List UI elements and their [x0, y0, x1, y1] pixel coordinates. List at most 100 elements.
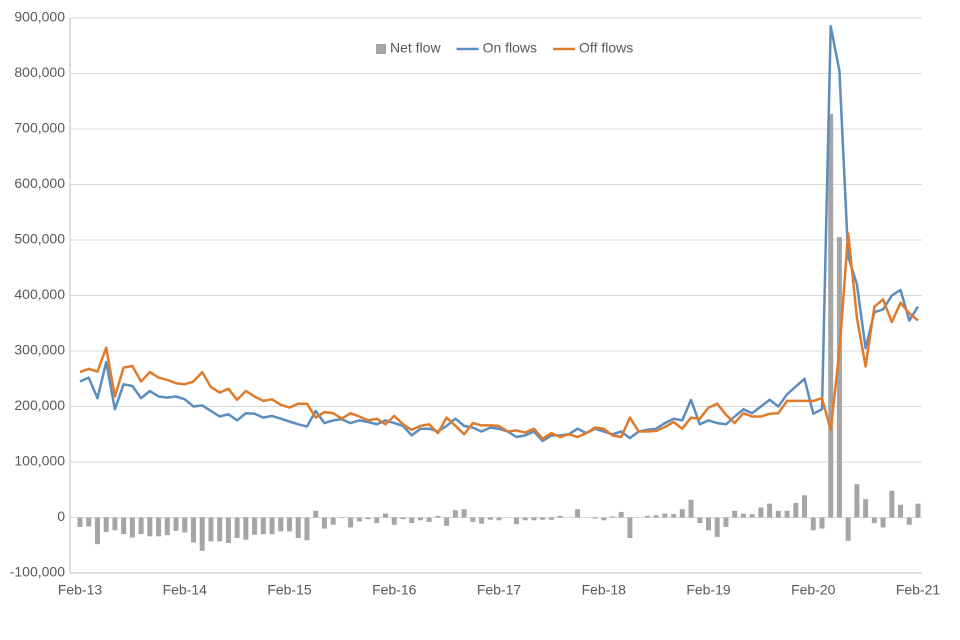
bar: [225, 517, 231, 544]
bar: [400, 517, 406, 520]
bar: [863, 499, 869, 518]
bar: [339, 517, 345, 519]
bar: [208, 517, 214, 542]
bar: [723, 517, 729, 527]
bar: [156, 517, 162, 537]
bar: [138, 517, 144, 535]
bar: [164, 517, 170, 536]
bar: [452, 510, 458, 518]
bar: [784, 510, 790, 518]
bar: [758, 507, 764, 518]
bar: [496, 517, 502, 521]
bar: [374, 517, 380, 524]
x-tick-label: Feb-20: [791, 582, 836, 598]
bar: [854, 484, 860, 518]
bar: [618, 511, 624, 518]
bar: [461, 509, 467, 518]
bar: [880, 517, 886, 528]
y-tick-label: 800,000: [14, 64, 65, 80]
bar: [121, 517, 127, 535]
bar: [513, 517, 519, 525]
bar: [906, 517, 912, 525]
bar: [321, 517, 327, 529]
bar: [129, 517, 135, 538]
bar: [740, 513, 746, 518]
x-tick-label: Feb-17: [477, 582, 522, 598]
x-tick-label: Feb-21: [896, 582, 941, 598]
bar: [409, 517, 415, 524]
bar: [793, 503, 799, 518]
bar: [802, 495, 808, 518]
y-tick-label: 500,000: [14, 231, 65, 247]
bar: [470, 517, 476, 522]
bar: [714, 517, 720, 537]
bar: [592, 517, 598, 519]
bar: [94, 517, 100, 545]
y-tick-label: 300,000: [14, 342, 65, 358]
y-tick-label: 100,000: [14, 453, 65, 469]
bar: [182, 517, 188, 533]
bar: [77, 517, 83, 527]
bar: [112, 517, 118, 531]
x-tick-label: Feb-13: [58, 582, 103, 598]
bar: [522, 517, 528, 521]
bar: [287, 517, 292, 532]
bar: [732, 510, 738, 518]
y-tick-label: 600,000: [14, 175, 65, 191]
bar: [86, 517, 92, 527]
bar: [688, 499, 694, 518]
y-tick-label: 400,000: [14, 286, 65, 302]
legend-label: On flows: [483, 40, 537, 56]
bar: [775, 510, 781, 518]
bar: [426, 517, 432, 522]
bar: [269, 517, 275, 535]
bar: [697, 517, 703, 524]
bar: [260, 517, 266, 535]
bar: [391, 517, 397, 525]
bar: [601, 517, 607, 521]
bar: [234, 517, 240, 539]
bar: [810, 517, 816, 531]
bar: [767, 503, 773, 518]
legend-label: Off flows: [579, 40, 633, 56]
x-tick-label: Feb-15: [267, 582, 312, 598]
y-tick-label: 900,000: [14, 9, 65, 25]
bar: [915, 503, 921, 518]
bar: [487, 517, 493, 520]
bar: [417, 517, 423, 521]
bar: [383, 513, 389, 518]
bar: [444, 517, 450, 526]
bar: [679, 509, 685, 518]
bar: [836, 237, 842, 518]
bar: [819, 517, 825, 529]
bar: [575, 509, 581, 518]
bar: [531, 517, 537, 521]
x-tick-label: Feb-18: [582, 582, 627, 598]
bar: [845, 517, 851, 541]
bar: [313, 510, 319, 518]
legend-swatch: [376, 44, 386, 54]
bar: [243, 517, 249, 540]
bar: [644, 515, 650, 518]
bar: [330, 517, 336, 525]
bar: [190, 517, 196, 543]
bar: [662, 513, 668, 518]
y-tick-label: 0: [57, 508, 65, 524]
bar: [540, 517, 546, 520]
bar: [147, 517, 153, 537]
bar: [479, 517, 485, 524]
bar: [199, 517, 205, 551]
x-tick-label: Feb-16: [372, 582, 417, 598]
x-tick-label: Feb-14: [163, 582, 208, 598]
line: [79, 232, 919, 440]
bar: [671, 514, 677, 518]
bar: [435, 515, 441, 518]
bar: [173, 517, 179, 531]
legend-label: Net flow: [390, 40, 441, 56]
bar: [252, 517, 258, 535]
bar: [348, 517, 354, 528]
bar: [828, 114, 834, 518]
y-tick-label: 700,000: [14, 120, 65, 136]
bar: [278, 517, 284, 532]
